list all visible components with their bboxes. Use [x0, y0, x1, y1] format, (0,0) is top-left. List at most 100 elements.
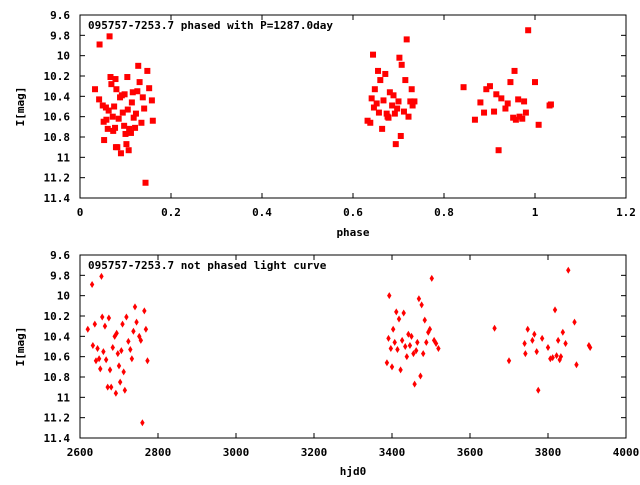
data-point [132, 110, 139, 117]
data-point [139, 94, 146, 101]
x-tick-label: 2800 [145, 446, 172, 459]
data-point [403, 36, 410, 43]
x-tick-label: 1.2 [616, 206, 636, 219]
data-point [550, 354, 555, 362]
data-point [574, 361, 579, 369]
data-point [504, 100, 511, 107]
data-point [114, 329, 119, 337]
data-point [92, 86, 99, 93]
x-axis-label: hjd0 [340, 465, 367, 478]
data-point [404, 353, 410, 361]
data-point [131, 327, 136, 335]
data-point [132, 124, 139, 131]
data-point [477, 99, 484, 106]
data-point [368, 95, 375, 102]
data-point [124, 74, 131, 81]
data-point [129, 355, 135, 363]
data-point [108, 81, 115, 88]
y-tick-label: 10.8 [44, 371, 71, 384]
data-point [101, 137, 108, 144]
data-point [554, 352, 559, 360]
data-point [132, 303, 138, 311]
data-point [511, 67, 518, 74]
data-point [121, 122, 128, 129]
x-tick-label: 3800 [535, 446, 562, 459]
data-point [103, 116, 110, 123]
data-point [124, 313, 129, 321]
data-point [373, 100, 380, 107]
data-point [138, 336, 144, 344]
data-point [119, 109, 126, 116]
x-tick-label: 1 [532, 206, 539, 219]
data-point [114, 144, 121, 151]
data-point [99, 272, 104, 280]
data-point [411, 98, 418, 105]
data-point [95, 345, 100, 353]
data-point [411, 350, 416, 358]
x-tick-label: 0.4 [252, 206, 272, 219]
data-point [525, 325, 530, 333]
y-tick-label: 10.2 [44, 70, 71, 83]
data-point [138, 119, 145, 126]
data-point [397, 132, 404, 139]
data-point [105, 383, 110, 391]
data-point [530, 336, 535, 344]
x-tick-label: 4000 [613, 446, 640, 459]
data-point [135, 62, 142, 69]
data-point [112, 332, 117, 340]
data-point [483, 86, 490, 93]
data-point [103, 356, 109, 364]
y-tick-label: 11.2 [44, 412, 71, 425]
data-point [145, 357, 150, 365]
data-point [415, 338, 420, 346]
x-axis-label: phase [336, 226, 369, 239]
data-point [115, 350, 121, 358]
data-point [134, 318, 139, 326]
data-point [106, 314, 112, 322]
y-tick-label: 10.4 [44, 90, 71, 103]
data-point [424, 338, 429, 346]
data-point [387, 292, 392, 300]
data-point [407, 98, 414, 105]
data-point [563, 339, 568, 347]
data-point [396, 54, 403, 61]
data-point [422, 316, 427, 324]
data-point [395, 98, 402, 105]
data-point [90, 341, 96, 349]
data-point [522, 109, 529, 116]
data-point [142, 179, 149, 186]
data-point [572, 318, 577, 326]
data-point [498, 95, 505, 102]
y-axis-label: I[mag] [14, 87, 27, 127]
data-point [398, 61, 405, 68]
data-point [388, 345, 394, 353]
y-tick-label: 9.8 [50, 29, 70, 42]
data-point [557, 356, 562, 364]
y-tick-label: 10.4 [44, 330, 71, 343]
data-point [89, 280, 95, 288]
data-point [429, 274, 434, 282]
data-point [493, 91, 500, 98]
data-point [101, 348, 106, 356]
data-point [383, 110, 390, 117]
data-point [370, 51, 377, 58]
data-point [128, 346, 133, 354]
data-point [402, 77, 409, 84]
data-point [395, 346, 400, 354]
data-point [389, 363, 395, 371]
data-point [121, 368, 126, 376]
data-point [532, 330, 537, 338]
x-tick-label: 2600 [67, 446, 94, 459]
data-point [407, 341, 413, 349]
data-point [385, 114, 392, 121]
data-point [119, 347, 124, 355]
data-point [398, 366, 403, 374]
data-point [96, 41, 103, 48]
data-point [382, 70, 389, 77]
data-point [124, 106, 131, 113]
data-point [507, 79, 514, 86]
data-point [399, 336, 405, 344]
y-tick-label: 11.4 [44, 432, 71, 445]
